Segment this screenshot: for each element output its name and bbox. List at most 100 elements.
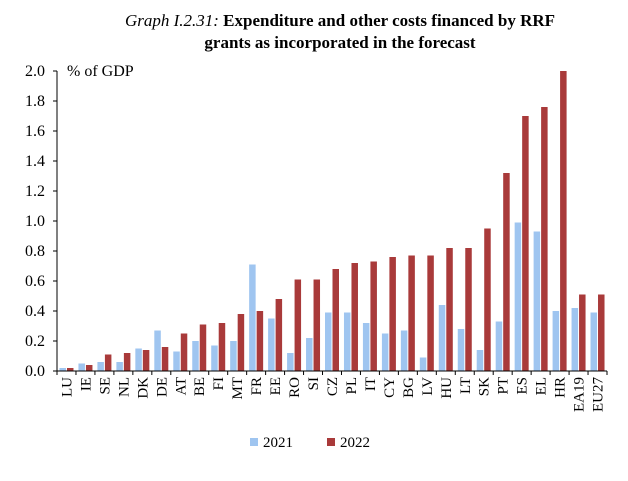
bar-2022-PT (503, 173, 510, 371)
bar-2021-FR (249, 264, 256, 371)
bar-2021-NL (116, 362, 123, 371)
bar-2021-EL (533, 231, 541, 371)
bar-2021-AT (173, 351, 180, 371)
x-tick-label-SI: SI (306, 377, 322, 390)
bar-2021-SI (306, 338, 313, 371)
x-tick-label-LU: LU (59, 377, 75, 397)
x-tick-label-EA19: EA19 (572, 377, 588, 412)
x-tick-label-BE: BE (192, 377, 208, 396)
x-tick-label-LV: LV (420, 377, 436, 396)
bar-2022-HR (560, 71, 567, 371)
bar-2021-EA19 (571, 308, 579, 371)
x-tick-label-RO: RO (287, 377, 303, 398)
bar-2021-IE (78, 363, 85, 371)
bar-2022-CZ (332, 269, 339, 371)
y-tick-label: 1.0 (25, 213, 45, 230)
bar-2021-LU (59, 368, 66, 371)
y-tick-label: 0.0 (25, 363, 45, 380)
bar-2022-FR (256, 311, 264, 371)
bar-2022-NL (123, 353, 131, 371)
bars-group (59, 71, 605, 371)
bar-2021-CZ (325, 312, 332, 371)
x-tick-label-LT: LT (458, 377, 474, 394)
bar-2021-ES (514, 222, 522, 371)
bar-2021-SK (476, 350, 484, 371)
bar-2021-EE (268, 318, 275, 371)
x-tick-label-IT: IT (363, 377, 379, 391)
bar-2022-BE (199, 324, 207, 371)
chart-title-prefix: Graph I.2.31: (125, 11, 219, 30)
x-tick-label-MT: MT (230, 377, 246, 400)
bar-2021-SE (97, 362, 104, 371)
bar-2022-SI (313, 279, 321, 371)
legend-label-2022: 2022 (340, 435, 370, 451)
bar-2021-RO (287, 353, 294, 371)
x-tick-label-EL: EL (534, 377, 550, 395)
bar-2021-BE (192, 341, 199, 371)
bar-2021-FI (211, 345, 218, 371)
y-tick-label: 0.8 (25, 243, 45, 260)
bar-2022-MT (237, 314, 245, 371)
axes-group: 0.0 0.2 0.4 0.6 0.8 1.0 1.2 1.4 1.6 1.8 2.0 LU IE SE N… (25, 63, 608, 412)
bar-2022-ES (522, 116, 529, 371)
legend-label-2021: 2021 (263, 435, 293, 451)
bar-2021-LT (457, 329, 465, 371)
bar-2022-RO (294, 279, 302, 371)
bar-2022-SE (104, 354, 112, 371)
y-tick-label: 0.2 (25, 333, 45, 350)
x-tick-label-HU: HU (439, 377, 455, 399)
bar-2021-HR (552, 311, 560, 371)
x-tick-label-EU27: EU27 (591, 377, 607, 412)
x-tick-label-HR: HR (553, 377, 569, 398)
x-tick-label-PL: PL (344, 377, 360, 395)
x-tick-label-NL: NL (116, 377, 132, 397)
x-tick-label-DK: DK (135, 377, 151, 399)
bar-2021-BG (400, 330, 408, 371)
bar-2021-LV (419, 357, 427, 371)
bar-2022-BG (408, 255, 415, 371)
y-tick-label: 0.6 (25, 273, 45, 290)
bar-2021-HU (438, 305, 446, 371)
x-tick-label-BG: BG (401, 377, 417, 398)
x-tick-label-CZ: CZ (325, 377, 341, 396)
y-tick-label: 2.0 (25, 63, 45, 80)
chart-title-line2: grants as incorporated in the forecast (204, 33, 476, 52)
x-tick-label-ES: ES (515, 377, 531, 395)
legend-swatch-2022 (327, 438, 335, 446)
bar-2021-DK (135, 348, 142, 371)
bar-2022-SK (484, 228, 491, 371)
bar-2022-AT (180, 333, 188, 371)
y-tick-label: 1.2 (25, 183, 45, 200)
bar-2022-EA19 (579, 294, 586, 371)
y-tick-label: 1.6 (25, 123, 45, 140)
bar-2022-EU27 (598, 294, 605, 371)
x-tick-label-AT: AT (173, 377, 189, 395)
bar-2021-PT (495, 321, 503, 371)
bar-2022-PL (351, 263, 358, 371)
bar-2022-EL (541, 107, 548, 371)
bar-2021-CY (381, 333, 389, 371)
x-tick-label-EE: EE (268, 377, 284, 395)
bar-2022-FI (218, 323, 226, 371)
bar-2022-EE (275, 299, 283, 371)
x-tick-label-DE: DE (154, 377, 170, 397)
bar-2021-DE (154, 330, 161, 371)
legend-swatch-2021 (250, 438, 258, 446)
bar-2022-HU (446, 248, 453, 371)
bar-2021-EU27 (590, 312, 598, 371)
y-tick-label: 0.4 (25, 303, 45, 320)
bar-2022-CY (389, 257, 396, 371)
x-tick-label-FI: FI (211, 377, 227, 390)
x-tick-label-FR: FR (249, 377, 265, 395)
bar-2022-LT (465, 248, 472, 371)
x-tick-label-PT: PT (496, 377, 512, 395)
bar-2022-LU (66, 368, 74, 371)
bar-2022-IE (85, 365, 93, 371)
bar-2022-DE (161, 347, 169, 371)
bar-2021-IT (362, 323, 370, 371)
y-tick-label: 1.8 (25, 93, 45, 110)
x-tick-label-SE: SE (97, 377, 113, 395)
x-tick-label-SK: SK (477, 377, 493, 396)
bar-2022-DK (142, 350, 150, 371)
